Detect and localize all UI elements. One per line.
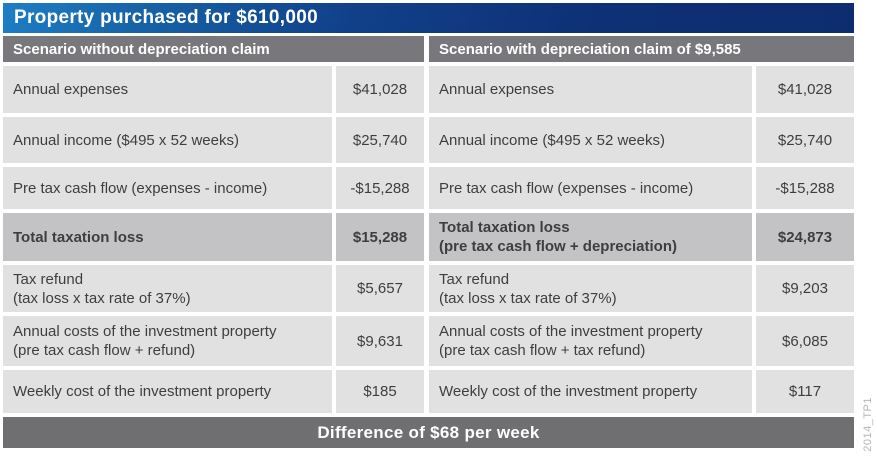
row-label-tax-refund: Tax refund (tax loss x tax rate of 37%) (3, 265, 332, 312)
row-label-annual-expenses: Annual expenses (429, 66, 752, 113)
row-label-pre-tax-cash-flow: Pre tax cash flow (expenses - income) (429, 167, 752, 209)
row-label-pre-tax-cash-flow: Pre tax cash flow (expenses - income) (3, 167, 332, 209)
row-label-weekly-cost: Weekly cost of the investment property (3, 370, 332, 413)
row-value-annual-costs: $9,631 (336, 316, 424, 366)
row-label-annual-costs: Annual costs of the investment property … (429, 316, 752, 366)
row-value-annual-expenses: $41,028 (336, 66, 424, 113)
row-label-annual-costs: Annual costs of the investment property … (3, 316, 332, 366)
row-value-tax-refund: $9,203 (756, 265, 854, 312)
watermark-vertical-label: 2014_TP1 (862, 397, 874, 452)
scenario-without-depreciation: Scenario without depreciation claim Annu… (3, 36, 424, 413)
row-value-tax-refund: $5,657 (336, 265, 424, 312)
row-value-annual-expenses: $41,028 (756, 66, 854, 113)
scenario-with-depreciation: Scenario with depreciation claim of $9,5… (429, 36, 854, 413)
row-label-total-taxation-loss: Total taxation loss (pre tax cash flow +… (429, 213, 752, 261)
row-value-annual-costs: $6,085 (756, 316, 854, 366)
scenario-columns: Scenario without depreciation claim Annu… (3, 36, 854, 413)
row-value-pre-tax-cash-flow: -$15,288 (756, 167, 854, 209)
row-label-annual-income: Annual income ($495 x 52 weeks) (3, 117, 332, 163)
title-bar: Property purchased for $610,000 (3, 3, 854, 33)
row-value-total-taxation-loss: $24,873 (756, 213, 854, 261)
row-value-annual-income: $25,740 (756, 117, 854, 163)
scenario-with-header: Scenario with depreciation claim of $9,5… (429, 36, 854, 62)
difference-footer: Difference of $68 per week (3, 417, 854, 448)
row-value-total-taxation-loss: $15,288 (336, 213, 424, 261)
difference-footer-text: Difference of $68 per week (317, 422, 540, 442)
comparison-table: Property purchased for $610,000 Scenario… (3, 3, 854, 448)
page-title: Property purchased for $610,000 (14, 7, 318, 28)
row-label-annual-income: Annual income ($495 x 52 weeks) (429, 117, 752, 163)
scenario-without-header: Scenario without depreciation claim (3, 36, 424, 62)
row-label-weekly-cost: Weekly cost of the investment property (429, 370, 752, 413)
row-value-weekly-cost: $117 (756, 370, 854, 413)
row-value-pre-tax-cash-flow: -$15,288 (336, 167, 424, 209)
row-label-total-taxation-loss: Total taxation loss (3, 213, 332, 261)
row-label-annual-expenses: Annual expenses (3, 66, 332, 113)
row-value-annual-income: $25,740 (336, 117, 424, 163)
row-value-weekly-cost: $185 (336, 370, 424, 413)
row-label-tax-refund: Tax refund (tax loss x tax rate of 37%) (429, 265, 752, 312)
